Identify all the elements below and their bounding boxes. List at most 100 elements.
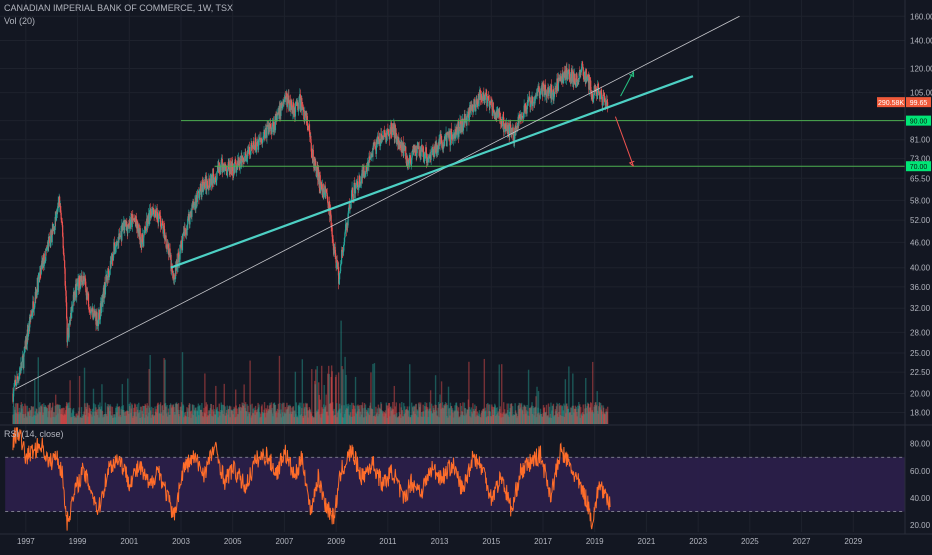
- volume-bar: [549, 417, 551, 424]
- volume-bar: [551, 406, 554, 424]
- volume-bar: [199, 405, 201, 424]
- volume-bar: [113, 417, 115, 424]
- volume-bar: [59, 404, 61, 424]
- volume-bar: [581, 413, 583, 424]
- volume-bar: [166, 404, 168, 424]
- candle-body: [34, 291, 36, 302]
- volume-bar: [197, 403, 200, 424]
- volume-bar: [175, 403, 177, 424]
- candle-body: [133, 219, 135, 221]
- candle-body: [601, 99, 603, 106]
- volume-bar: [438, 404, 441, 424]
- candle-body: [184, 227, 186, 231]
- candle-body: [51, 228, 53, 243]
- volume-bar: [579, 404, 581, 424]
- candle-body: [543, 85, 545, 87]
- volume-bar: [512, 416, 514, 424]
- volume-bar: [423, 416, 425, 424]
- candle-body: [405, 146, 407, 159]
- volume-bar: [229, 405, 231, 424]
- candle-body: [374, 146, 377, 149]
- volume-bar: [253, 410, 256, 424]
- volume-bar: [77, 415, 79, 424]
- volume-bar: [261, 411, 264, 424]
- volume-bar: [291, 411, 294, 424]
- volume-bar: [328, 403, 331, 424]
- volume-bar: [89, 409, 92, 424]
- candle-body: [84, 277, 86, 279]
- volume-bar: [485, 417, 488, 424]
- candle-body: [489, 102, 491, 107]
- volume-bar: [573, 408, 576, 424]
- volume-bar: [292, 406, 294, 424]
- volume-bar: [577, 405, 579, 424]
- candle-body: [362, 170, 364, 178]
- volume-bar: [483, 358, 486, 424]
- candle-body: [186, 223, 189, 230]
- volume-bar: [102, 414, 105, 424]
- volume-bar: [376, 412, 378, 424]
- volume-bar: [233, 406, 235, 424]
- candle-body: [451, 139, 453, 140]
- candle-body: [484, 100, 486, 102]
- candle-body: [180, 240, 183, 244]
- level-90-badge: [906, 115, 931, 126]
- volume-bar: [465, 413, 468, 424]
- volume-bar: [361, 405, 363, 424]
- candle-body: [143, 231, 145, 236]
- volume-bar: [301, 408, 303, 424]
- candle-body: [213, 174, 215, 183]
- volume-bar: [565, 403, 568, 424]
- volume-bar: [519, 403, 521, 424]
- candle-body: [370, 157, 372, 159]
- volume-bar: [589, 407, 591, 424]
- volume-bar: [403, 414, 405, 424]
- volume-bar: [375, 414, 378, 424]
- volume-bar: [164, 402, 167, 424]
- volume-bar: [390, 406, 392, 424]
- volume-bar: [117, 406, 120, 424]
- volume-bar: [287, 407, 289, 424]
- volume-bar: [173, 407, 175, 424]
- candle-body: [202, 182, 204, 192]
- volume-bar: [491, 406, 493, 424]
- volume-bar: [507, 403, 510, 424]
- volume-bar: [212, 416, 214, 424]
- candle-body: [246, 157, 248, 159]
- volume-bar: [337, 372, 340, 424]
- candle-body: [573, 82, 575, 84]
- candle-body: [596, 91, 598, 97]
- volume-bar: [135, 416, 137, 424]
- volume-bar: [380, 402, 382, 424]
- candle-body: [566, 67, 568, 73]
- volume-bar: [428, 408, 430, 424]
- volume-bar: [180, 402, 183, 424]
- candle-body: [261, 139, 264, 144]
- volume-bar: [274, 404, 276, 424]
- volume-bar: [196, 411, 199, 424]
- candle-body: [603, 95, 605, 96]
- volume-bar: [521, 410, 524, 424]
- candle-body: [229, 160, 231, 174]
- candle-body: [380, 133, 382, 143]
- volume-bar: [43, 403, 45, 424]
- trend-drawings[interactable]: [15, 15, 905, 390]
- volume-bar: [29, 415, 31, 424]
- candle-body: [39, 271, 41, 278]
- volume-bar: [530, 407, 532, 424]
- volume-value-text: 290.58K: [878, 100, 904, 107]
- volume-bar: [32, 406, 35, 424]
- volume-bar: [223, 383, 225, 424]
- candle-body: [177, 252, 180, 255]
- volume-bar: [449, 402, 452, 424]
- volume-bar: [384, 410, 387, 424]
- volume-bar: [450, 405, 453, 424]
- volume-bar: [447, 417, 449, 424]
- volume-bar: [363, 402, 366, 424]
- volume-bar: [570, 407, 573, 424]
- candle-body: [288, 105, 291, 111]
- candle-body: [386, 129, 388, 135]
- candle-body: [157, 213, 159, 222]
